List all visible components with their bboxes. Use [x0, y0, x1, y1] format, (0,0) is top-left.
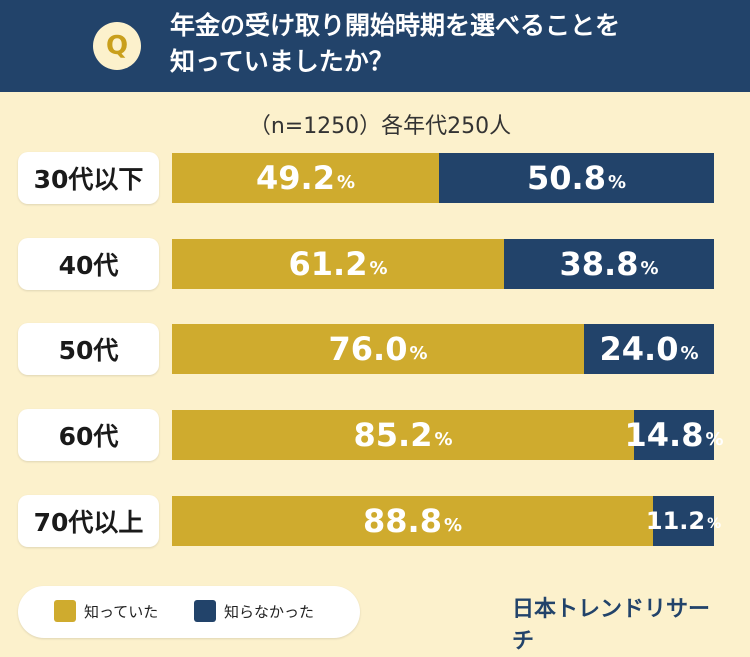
data-label-unknown-2: 24.0 — [599, 330, 679, 368]
question-line-2: 知っていましたか？ — [170, 47, 394, 76]
data-label-known-4: 88.8 — [363, 502, 442, 540]
data-label-known-1: 61.2 — [288, 245, 368, 283]
data-label-unit-known-2: % — [409, 342, 428, 364]
sample-note: （n=1250）各年代250人 — [248, 114, 512, 139]
question-header: Q 年金の受け取り開始時期を選べることを 知っていましたか？ — [0, 0, 750, 92]
data-label-unit-known-3: % — [434, 428, 453, 450]
brand-logo-text: 日本トレンドリサーチ — [512, 597, 711, 654]
data-label-unit-unknown-0: % — [607, 171, 626, 193]
bar-unknown-3: 14.8% — [625, 410, 724, 460]
data-label-known-3: 85.2 — [353, 416, 433, 454]
bar-known-0: 49.2% — [172, 153, 439, 203]
legend-item-known: 知っていた — [54, 600, 158, 622]
data-label-unit-unknown-1: % — [640, 257, 659, 279]
data-label-unit-unknown-3: % — [705, 428, 724, 450]
legend-label-unknown: 知らなかった — [224, 602, 315, 621]
bar-unknown-1: 38.8% — [504, 239, 714, 289]
q-badge: Q — [93, 22, 141, 70]
category-label-2: 50代 — [18, 323, 159, 375]
data-label-unknown-4: 11.2 — [645, 507, 706, 535]
data-label-unit-known-4: % — [443, 514, 462, 536]
data-label-known-0: 49.2 — [256, 159, 335, 197]
category-label-1: 40代 — [18, 238, 159, 290]
legend-item-unknown: 知らなかった — [194, 600, 314, 622]
bar-known-4: 88.8% — [172, 496, 653, 546]
sample-note-wrap: （n=1250）各年代250人 — [0, 108, 750, 140]
data-label-unit-known-0: % — [336, 171, 355, 193]
category-label-4: 70代以上 — [18, 495, 159, 547]
bar-unknown-4: 11.2% — [646, 496, 721, 546]
data-label-unit-known-1: % — [369, 257, 388, 279]
data-label-unknown-0: 50.8 — [527, 159, 606, 197]
data-label-unit-unknown-4: % — [707, 516, 722, 532]
data-label-known-2: 76.0 — [328, 330, 408, 368]
question-line-1: 年金の受け取り開始時期を選べることを — [170, 11, 621, 40]
data-label-unit-unknown-2: % — [680, 342, 699, 364]
legend-swatch-known — [54, 600, 76, 622]
legend-swatch-unknown — [194, 600, 216, 622]
bar-unknown-2: 24.0% — [584, 324, 714, 374]
bar-known-3: 85.2% — [172, 410, 634, 460]
legend-label-known: 知っていた — [84, 602, 159, 621]
bar-unknown-0: 50.8% — [439, 153, 714, 203]
legend: 知っていた 知らなかった — [18, 586, 360, 638]
bar-known-2: 76.0% — [172, 324, 584, 374]
category-label-0: 30代以下 — [18, 152, 159, 204]
bar-known-1: 61.2% — [172, 239, 504, 289]
data-label-unknown-1: 38.8 — [559, 245, 639, 283]
data-label-unknown-3: 14.8 — [624, 416, 704, 454]
category-label-3: 60代 — [18, 409, 159, 461]
question-text: 年金の受け取り開始時期を選べることを 知っていましたか？ — [170, 8, 730, 80]
